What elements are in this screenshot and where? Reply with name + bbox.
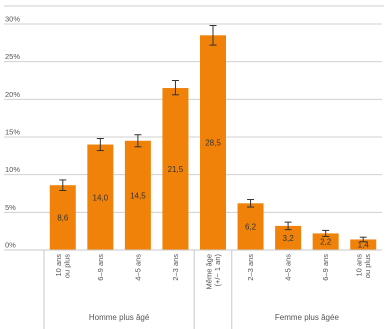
category-label-line: 4–5 ans [284,254,293,281]
category-label: 6–9 ans [321,254,330,281]
data-label: 8,6 [57,214,69,223]
category-label: 2–3 ans [171,254,180,281]
category-label-line: (+/− 1 an) [213,254,222,287]
category-label: 2–3 ans [246,254,255,281]
data-label: 2,2 [320,238,332,247]
category-label-line: 6–9 ans [321,254,330,281]
data-labels: 8,6 14,0 14,5 21,5 28,5 6,2 3,2 2,2 1,4 [57,139,369,250]
bar [124,140,151,250]
bars [49,35,377,251]
category-label-line: 2–3 ans [246,254,255,281]
bar [87,144,114,250]
data-label: 6,2 [245,223,257,232]
bar [312,233,339,250]
category-labels: 10 ansou plus 6–9 ans 4–5 ans 2–3 ans Même â… [54,254,372,290]
group-label: Homme plus âgé [89,313,150,322]
group-label: Femme plus âgée [275,313,340,322]
data-label: 14,5 [130,191,146,200]
category-label-line: Même âge [204,254,213,289]
y-tick-label: 20% [5,90,20,99]
category-label: Même âge(+/− 1 an) [204,254,222,290]
y-tick-label: 5% [5,203,16,212]
data-label: 14,0 [93,193,109,202]
y-tick-label: 15% [5,128,20,137]
bar [162,88,189,251]
category-label-line: 10 ans [354,254,363,277]
category-label-line: 6–9 ans [96,254,105,281]
data-label: 28,5 [205,139,221,148]
category-label: 4–5 ans [284,254,293,281]
bar [237,203,264,250]
category-label-line: 2–3 ans [171,254,180,281]
category-label-line: ou plus [63,254,72,278]
y-tick-label: 0% [5,241,16,250]
category-label-line: 4–5 ans [133,254,142,281]
data-label: 1,4 [358,241,370,250]
category-label-line: 10 ans [54,254,63,277]
data-label: 3,2 [283,234,295,243]
data-label: 21,5 [168,165,184,174]
y-tick-label: 10% [5,165,20,174]
category-label: 10 ansou plus [54,254,72,278]
y-tick-label: 30% [5,15,20,24]
category-label: 4–5 ans [133,254,142,281]
bar [49,185,76,250]
group-labels: Homme plus âgé Femme plus âgée [4,249,382,329]
bar [200,35,226,250]
category-label-line: ou plus [363,254,372,278]
category-label: 10 ansou plus [354,254,372,278]
y-axis-ticks: 0% 5% 10% 15% 20% 25% 30% [5,15,20,250]
error-bars [59,25,367,243]
y-tick-label: 25% [5,52,20,61]
category-label: 6–9 ans [96,254,105,281]
bar [350,239,377,250]
